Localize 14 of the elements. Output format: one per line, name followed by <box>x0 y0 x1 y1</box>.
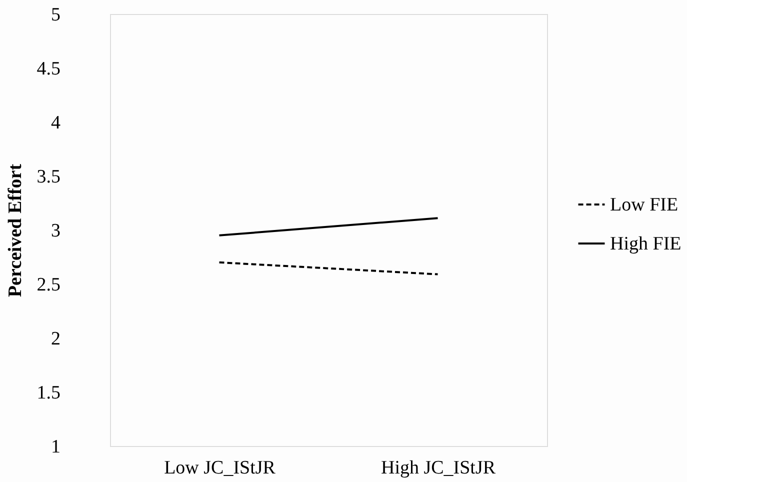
y-tick-label: 1 <box>51 436 60 458</box>
y-tick-label: 2.5 <box>36 274 60 296</box>
y-tick-label: 5 <box>51 4 60 26</box>
y-axis-title: Perceived Effort <box>4 163 26 298</box>
y-tick-label: 1.5 <box>36 382 60 404</box>
legend-label: Low FIE <box>610 194 678 216</box>
x-tick-label: High JC_IStJR <box>380 458 496 478</box>
y-tick-label: 4 <box>51 112 61 134</box>
y-tick-label: 3.5 <box>36 166 60 188</box>
y-tick-label: 4.5 <box>36 58 60 80</box>
legend-label: High FIE <box>610 234 682 254</box>
y-tick-label: 2 <box>51 328 60 350</box>
x-tick-label: Low JC_IStJR <box>164 458 276 478</box>
y-tick-label: 3 <box>51 220 60 242</box>
